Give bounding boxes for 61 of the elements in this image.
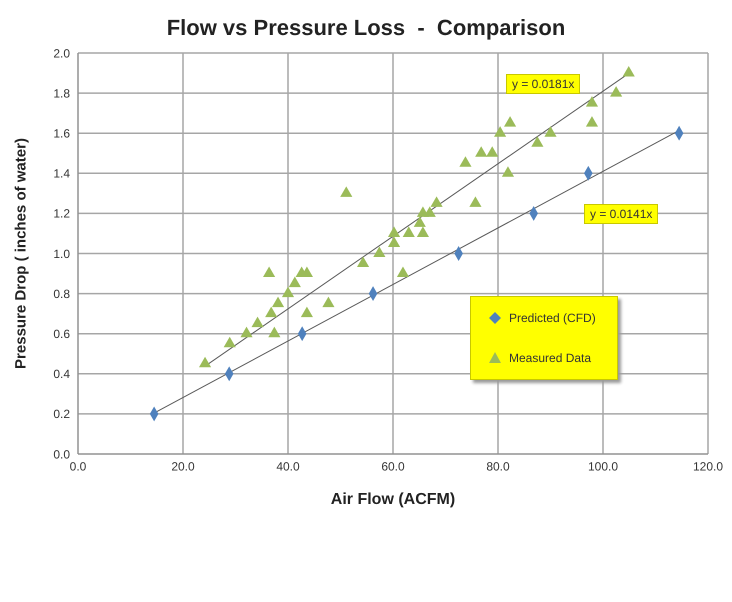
point [340,186,352,197]
x-tick-label: 0.0 [70,460,87,474]
point [586,116,598,127]
point [322,296,335,308]
y-axis-title: Pressure Drop ( inches of water) [12,138,30,369]
legend-label: Measured Data [509,351,592,365]
y-tick-label: 1.0 [53,246,70,261]
point [288,276,301,288]
x-tick-label: 60.0 [381,460,405,474]
y-tick-label: 1.2 [53,206,70,221]
point [263,266,276,278]
y-tick-label: 2.0 [53,46,70,60]
y-tick-label: 0.4 [53,367,70,382]
point [414,216,426,227]
y-tick-label: 1.6 [53,126,70,140]
x-tick-label: 80.0 [486,460,510,474]
point [486,146,498,157]
point [494,126,506,137]
point [272,296,284,308]
point [268,326,280,338]
point [402,226,415,237]
x-tick-label: 40.0 [276,460,300,474]
legend-label: Predicted (CFD) [509,311,596,325]
point [475,146,488,157]
y-tick-label: 0.2 [53,407,70,422]
point [396,266,410,278]
y-tick-label: 0.8 [53,286,70,301]
point [198,356,212,368]
y-tick-label: 1.8 [53,86,70,100]
point [373,246,386,258]
y-tick-label: 1.4 [53,166,70,181]
point [388,226,400,237]
point [265,306,278,318]
point [416,226,430,237]
point [388,236,400,247]
point [502,166,514,177]
x-tick-label: 120.0 [692,460,724,474]
point [459,156,472,167]
point [300,306,313,318]
point [610,86,622,97]
y-tick-label: 0.6 [53,326,70,341]
point [544,126,557,137]
point [424,206,436,217]
x-axis-title: Air Flow (ACFM) [330,491,456,508]
point [251,316,264,328]
chart-title: Flow vs Pressure Loss - Comparison [166,14,566,42]
point [531,136,544,147]
point [430,196,443,207]
annotation: y = 0.0141x [584,204,658,224]
x-tick-label: 100.0 [588,460,618,474]
point [622,66,635,77]
point [240,326,253,338]
point [224,336,236,348]
y-tick-label: 0.0 [53,447,70,462]
x-tick-label: 20.0 [171,460,195,474]
annotation: y = 0.0181x [506,74,580,94]
point [356,256,370,268]
point [469,196,482,207]
point [282,286,294,298]
point [586,96,598,107]
point [504,116,516,127]
